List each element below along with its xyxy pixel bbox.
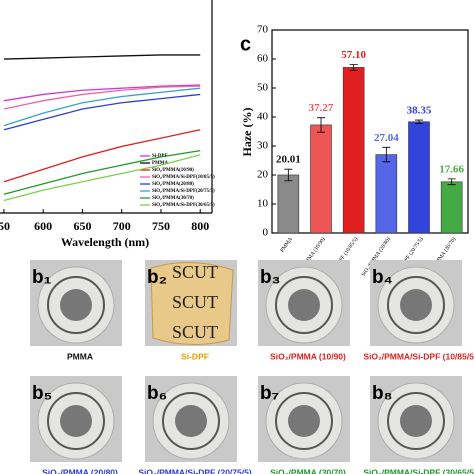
logo-center: [400, 405, 432, 437]
legend-label: SiO₂/PMMA(20/80): [152, 182, 194, 187]
error-bar: [447, 178, 456, 186]
photo-label: SiO₂/PMMA/Si-DPF (20/75/5): [138, 467, 252, 474]
legend-label: SiO₂/PMMA(30/70): [152, 196, 194, 201]
legend-label: PMMA: [152, 161, 168, 166]
y-tick-label: 60: [257, 53, 269, 65]
error-bar: [415, 119, 423, 124]
logo-ring: [275, 392, 333, 450]
bar: [408, 121, 430, 234]
photo-label: SiO₂/PMMA/Si-DPF (10/85/5): [363, 351, 474, 361]
photo-label: Si-DPF: [181, 351, 209, 361]
logo-center: [288, 405, 320, 437]
line-series: [3, 154, 201, 202]
value-label: 20.01: [276, 154, 301, 166]
logo-center: [175, 405, 207, 437]
line-series: [3, 93, 201, 131]
logo-center: [288, 289, 320, 321]
x-tick-label: 750: [152, 219, 170, 233]
y-axis-label: Haze (%): [240, 108, 254, 157]
y-tick-label: 20: [257, 169, 269, 181]
photo-label: SiO₂/PMMA (20/80): [42, 467, 118, 474]
logo-ring: [47, 392, 105, 450]
value-label: 27.04: [374, 132, 399, 144]
y-tick-label: 70: [257, 24, 269, 36]
value-label: 38.35: [407, 105, 432, 117]
photo-label: PMMA: [67, 351, 93, 361]
photo-tag: b₆: [147, 383, 167, 404]
plot-frame: [271, 29, 469, 234]
film-text: SCUT: [172, 292, 218, 312]
line-series: [3, 87, 201, 127]
legend-label: SiO₂/PMMA/Si-DPF(20/75/5): [152, 189, 215, 194]
x-tick-label: 700: [113, 219, 131, 233]
photo-tag: b₃: [260, 267, 280, 288]
logo-center: [60, 405, 92, 437]
photo-tag: b₈: [372, 383, 393, 404]
logo-center: [400, 289, 432, 321]
bar: [375, 154, 398, 234]
line-series: [3, 85, 201, 110]
photo-label: SiO₂/PMMA (30/70): [270, 467, 346, 474]
line-series: [3, 54, 201, 60]
panel-letter: c: [240, 33, 251, 55]
x-tick-label: PMMA: [279, 236, 294, 253]
logo-ring: [387, 392, 445, 450]
line-series: [3, 84, 201, 102]
y-tick-label: 50: [257, 82, 269, 94]
error-bar: [349, 64, 358, 71]
film-text: SCUT: [172, 322, 218, 342]
error-bar: [317, 117, 325, 133]
logo-ring: [47, 276, 105, 334]
logo-ring: [387, 276, 445, 334]
line-series: [3, 129, 201, 183]
value-label: 57.10: [341, 49, 366, 61]
bar: [277, 174, 300, 234]
photo-tag: b₅: [32, 383, 52, 404]
bar: [440, 181, 463, 234]
error-bar: [382, 146, 391, 163]
y-tick-label: 40: [257, 111, 269, 123]
x-tick-label: 800: [191, 219, 209, 233]
photo-tag: b₇: [260, 383, 279, 404]
y-tick-label: 30: [257, 140, 269, 152]
photo-label: SiO₂/PMMA (10/90): [270, 351, 346, 361]
photo-tag: b₁: [32, 267, 52, 288]
value-label: 17.66: [439, 163, 464, 175]
photo-label: SiO₂/PMMA/Si-DPF (30/65/5): [363, 467, 474, 474]
y-tick-label: 10: [257, 198, 269, 210]
photo-tag: b₄: [372, 267, 393, 288]
x-tick-label: 600: [34, 219, 52, 233]
bar: [310, 124, 332, 234]
photo-tag: b₂: [147, 267, 167, 288]
value-label: 37.27: [309, 102, 334, 114]
error-bar: [284, 168, 293, 182]
logo-center: [60, 289, 92, 321]
line-series: [3, 149, 201, 195]
bar: [342, 67, 365, 234]
legend-label: SiO₂/PMMA/Si-DPF(30/65/5): [152, 203, 215, 208]
y-tick-label: 0: [263, 227, 269, 239]
film: [150, 262, 234, 346]
x-axis-label: Wavelength (nm): [61, 235, 149, 249]
film-text: SCUT: [172, 262, 218, 282]
logo-ring: [162, 392, 220, 450]
legend-label: SiO₂/PMMA(10/90): [152, 168, 194, 173]
x-tick-label: 50: [0, 219, 10, 233]
logo-ring: [275, 276, 333, 334]
legend-label: SiO₂/PMMA/Si-DPF(10/85/5): [152, 175, 215, 180]
x-tick-label: 650: [73, 219, 91, 233]
